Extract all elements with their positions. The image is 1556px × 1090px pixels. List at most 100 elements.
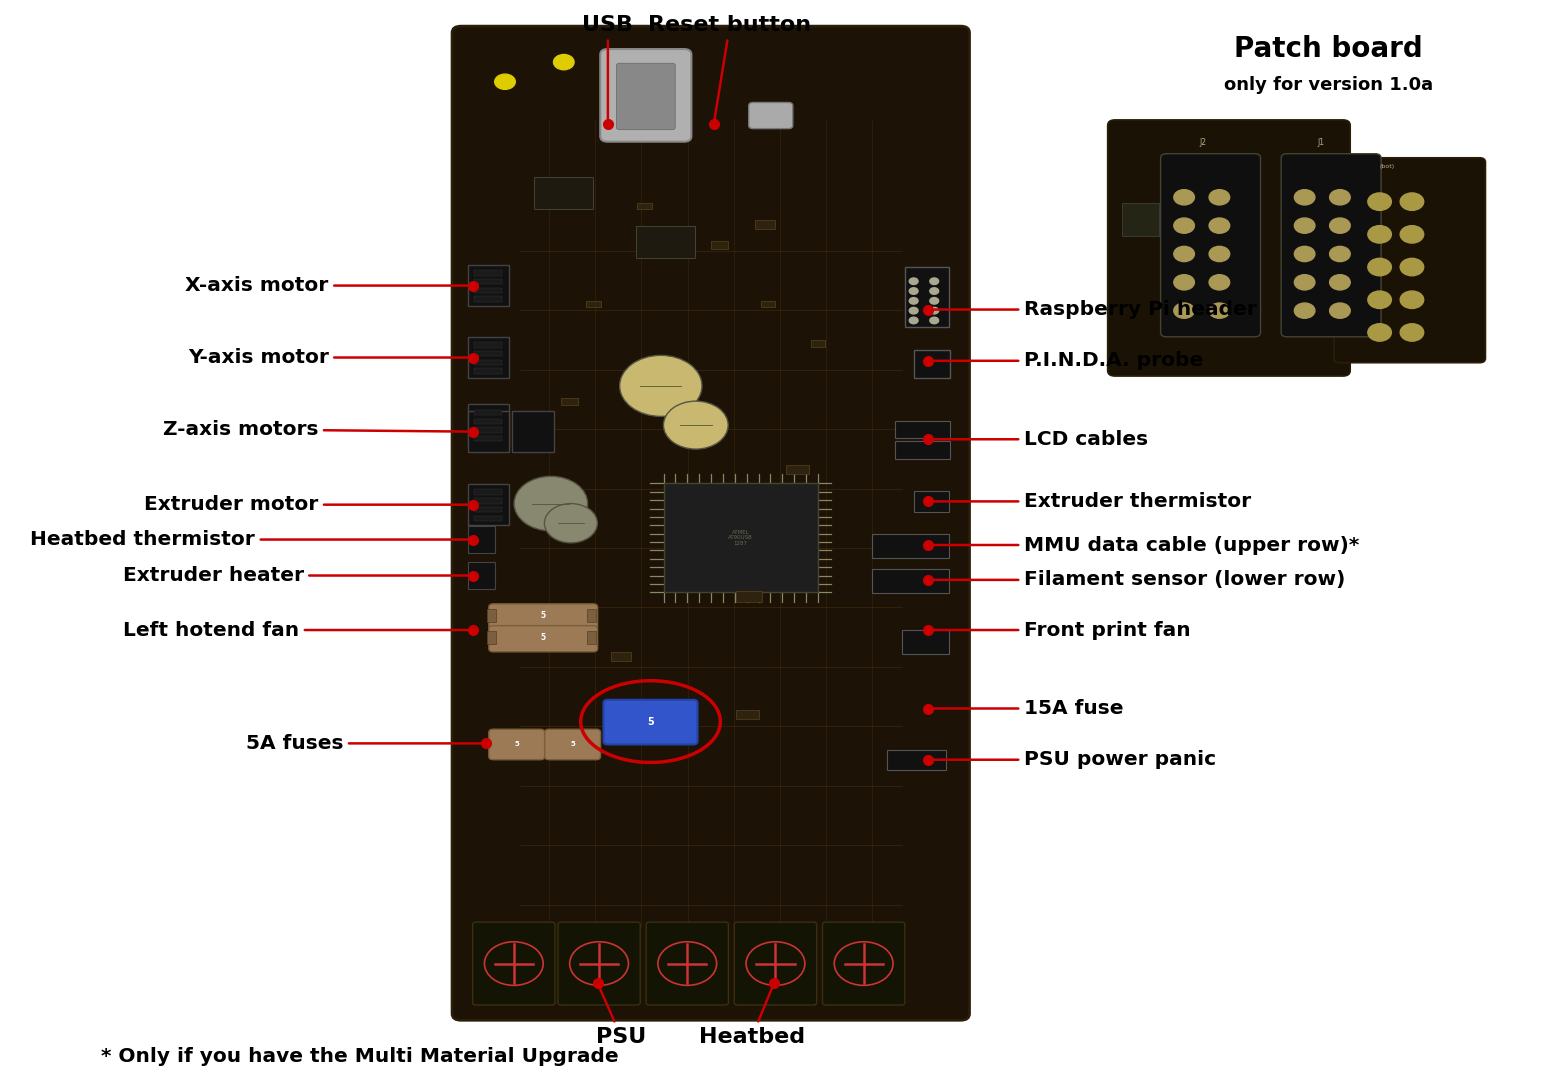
- Bar: [1122, 203, 1159, 235]
- FancyBboxPatch shape: [601, 49, 691, 142]
- Bar: [487, 609, 496, 622]
- Circle shape: [930, 288, 938, 294]
- Bar: [906, 267, 949, 327]
- Circle shape: [619, 355, 702, 416]
- FancyBboxPatch shape: [604, 700, 697, 744]
- Circle shape: [495, 74, 515, 89]
- Bar: [811, 340, 825, 347]
- Text: 15A fuse: 15A fuse: [930, 699, 1123, 718]
- Text: ATMEL
AT90USB
1287: ATMEL AT90USB 1287: [728, 530, 753, 546]
- Bar: [475, 288, 503, 293]
- Bar: [755, 220, 775, 229]
- Text: MMU data cable (upper row)*: MMU data cable (upper row)*: [930, 535, 1358, 555]
- Circle shape: [1400, 258, 1424, 276]
- FancyBboxPatch shape: [489, 626, 598, 652]
- Bar: [895, 441, 951, 459]
- Text: Extruder motor: Extruder motor: [145, 495, 470, 514]
- Circle shape: [663, 401, 728, 449]
- Circle shape: [1295, 246, 1315, 262]
- Bar: [612, 652, 632, 661]
- Bar: [636, 226, 694, 258]
- Bar: [475, 516, 503, 521]
- Bar: [895, 421, 951, 438]
- FancyBboxPatch shape: [823, 922, 906, 1005]
- Text: Z-axis motors: Z-axis motors: [163, 420, 470, 439]
- Bar: [736, 710, 759, 719]
- FancyBboxPatch shape: [748, 102, 794, 129]
- Circle shape: [1330, 303, 1351, 318]
- FancyBboxPatch shape: [489, 729, 545, 760]
- FancyBboxPatch shape: [545, 729, 601, 760]
- Text: J1: J1: [1318, 138, 1324, 147]
- Text: Reset button: Reset button: [649, 15, 812, 121]
- Circle shape: [1330, 218, 1351, 233]
- Text: Extruder heater: Extruder heater: [123, 566, 470, 585]
- Text: LCD cables: LCD cables: [930, 429, 1148, 449]
- Circle shape: [1400, 291, 1424, 308]
- Circle shape: [909, 288, 918, 294]
- Circle shape: [1400, 226, 1424, 243]
- Circle shape: [1173, 190, 1195, 205]
- Circle shape: [930, 307, 938, 314]
- Circle shape: [1173, 218, 1195, 233]
- Text: Heatbed thermistor: Heatbed thermistor: [31, 530, 470, 549]
- Bar: [913, 490, 949, 512]
- FancyBboxPatch shape: [489, 604, 598, 630]
- Circle shape: [1368, 226, 1391, 243]
- Circle shape: [1295, 303, 1315, 318]
- Bar: [468, 526, 495, 553]
- Bar: [468, 484, 509, 525]
- FancyBboxPatch shape: [734, 922, 817, 1005]
- Circle shape: [1295, 218, 1315, 233]
- Circle shape: [1400, 193, 1424, 210]
- Text: 5: 5: [647, 716, 654, 727]
- Circle shape: [554, 54, 574, 70]
- Circle shape: [1368, 193, 1391, 210]
- Text: USB: USB: [582, 15, 633, 121]
- FancyBboxPatch shape: [473, 922, 555, 1005]
- Circle shape: [1173, 275, 1195, 290]
- FancyBboxPatch shape: [559, 922, 640, 1005]
- Text: Patch board: Patch board: [1234, 35, 1422, 63]
- Text: Left hotend fan: Left hotend fan: [123, 620, 470, 640]
- Circle shape: [930, 317, 938, 324]
- Bar: [475, 368, 503, 374]
- Bar: [468, 562, 495, 589]
- Circle shape: [1209, 303, 1229, 318]
- Text: 5A fuses: 5A fuses: [246, 734, 482, 753]
- Text: only for version 1.0a: only for version 1.0a: [1223, 76, 1433, 95]
- Bar: [736, 591, 762, 602]
- FancyBboxPatch shape: [616, 63, 675, 130]
- Bar: [475, 351, 503, 356]
- Bar: [560, 398, 579, 405]
- Bar: [475, 507, 503, 512]
- Bar: [512, 411, 554, 452]
- Circle shape: [545, 504, 598, 543]
- Text: X-axis motor: X-axis motor: [185, 276, 470, 295]
- Circle shape: [1209, 275, 1229, 290]
- Circle shape: [1368, 258, 1391, 276]
- Circle shape: [1368, 291, 1391, 308]
- Bar: [468, 404, 509, 446]
- Circle shape: [1209, 218, 1229, 233]
- Bar: [873, 569, 949, 593]
- Circle shape: [930, 278, 938, 284]
- Circle shape: [1400, 324, 1424, 341]
- FancyBboxPatch shape: [1333, 158, 1486, 363]
- FancyBboxPatch shape: [453, 26, 969, 1020]
- Bar: [534, 177, 593, 209]
- Circle shape: [1173, 246, 1195, 262]
- Bar: [887, 750, 946, 770]
- Bar: [587, 609, 596, 622]
- Text: Filament sensor (lower row): Filament sensor (lower row): [930, 570, 1346, 590]
- Bar: [587, 631, 596, 644]
- Circle shape: [909, 298, 918, 304]
- Bar: [761, 301, 775, 307]
- Circle shape: [1330, 275, 1351, 290]
- Circle shape: [1368, 324, 1391, 341]
- Bar: [711, 241, 728, 249]
- Text: J2: J2: [1200, 138, 1207, 147]
- FancyBboxPatch shape: [1161, 154, 1260, 337]
- Text: Front print fan: Front print fan: [930, 620, 1190, 640]
- Text: Raspberry Pi header: Raspberry Pi header: [930, 300, 1257, 319]
